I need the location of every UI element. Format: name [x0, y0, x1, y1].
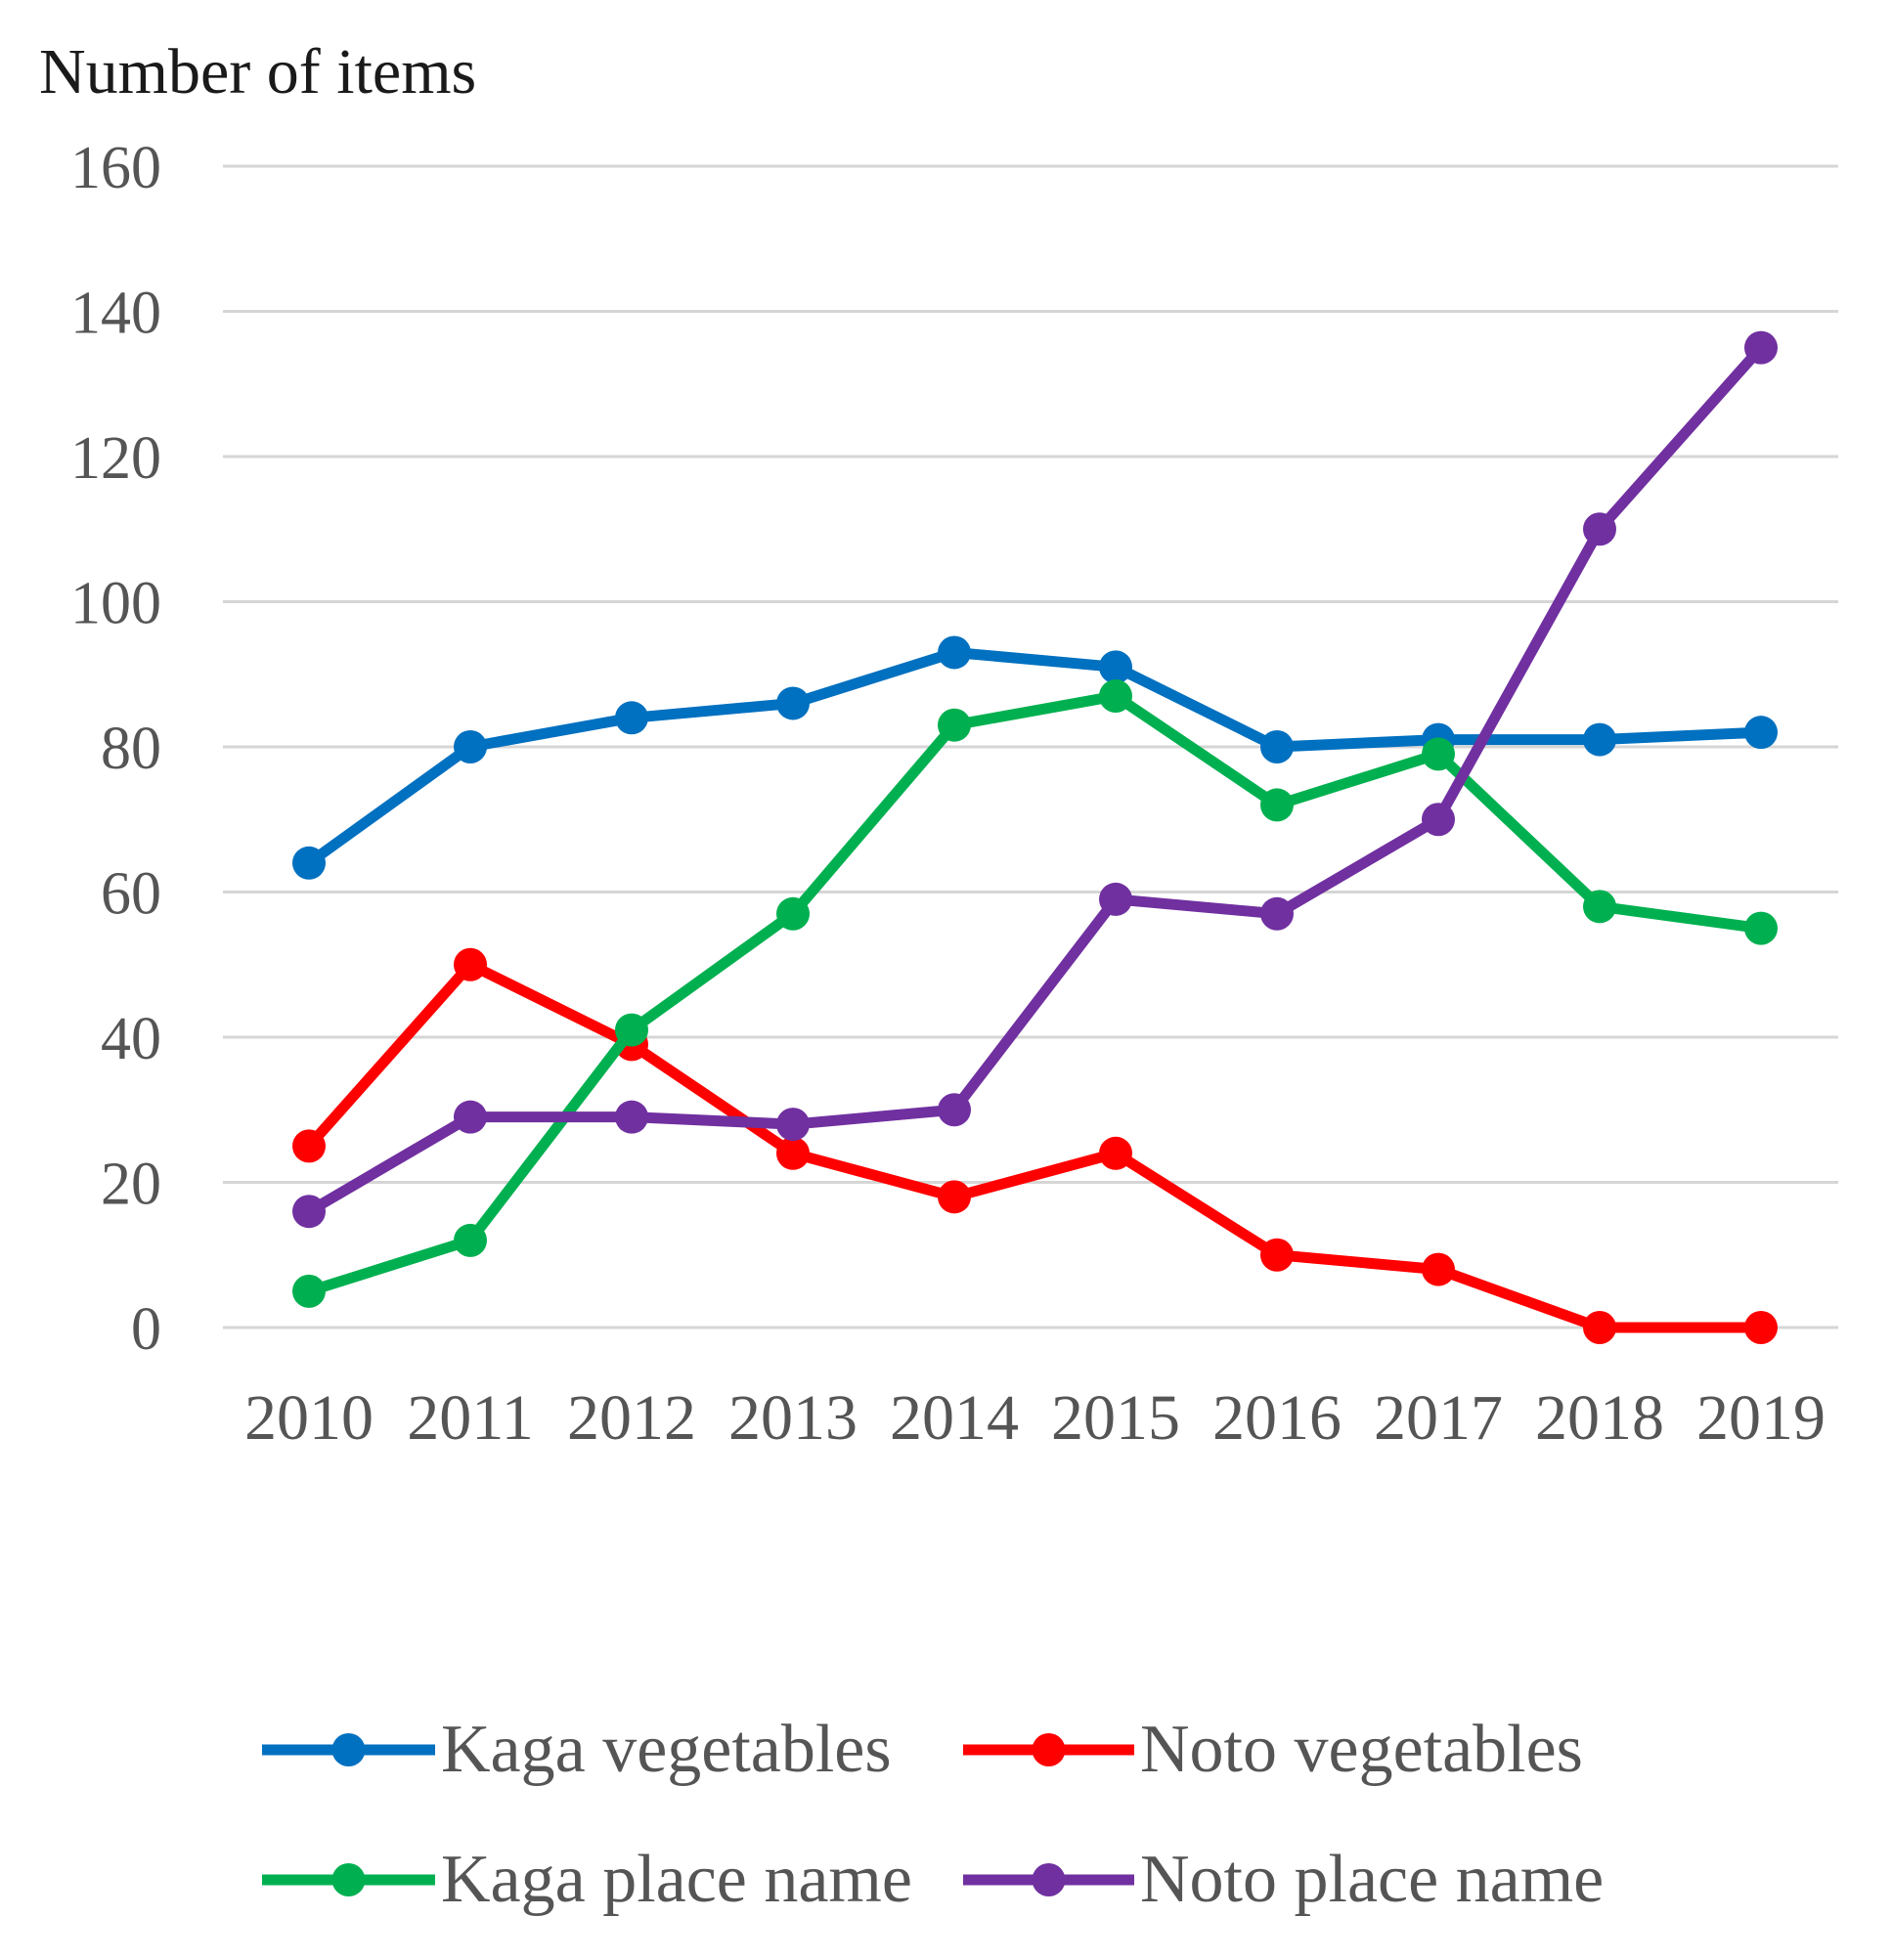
y-tick-label: 140	[70, 281, 161, 347]
data-point	[1099, 882, 1132, 916]
data-point	[938, 635, 971, 670]
legend-label: Noto place name	[1140, 1842, 1604, 1917]
data-point	[1422, 803, 1455, 837]
data-point	[615, 1013, 648, 1047]
data-point	[292, 1129, 326, 1163]
data-point	[292, 1195, 326, 1229]
legend-marker	[331, 1863, 366, 1896]
data-point	[292, 1274, 326, 1308]
data-point	[776, 1136, 810, 1170]
y-axis-label: Number of items	[39, 36, 476, 108]
y-tick-label: 160	[70, 135, 161, 201]
data-point	[615, 1100, 648, 1134]
series-kaga-place-name	[292, 679, 1778, 1308]
x-tick-label: 2015	[1051, 1382, 1180, 1454]
x-tick-label: 2017	[1374, 1382, 1503, 1454]
x-tick-label: 2016	[1212, 1382, 1342, 1454]
series-line	[303, 342, 1767, 1217]
series-lines	[292, 330, 1778, 1344]
y-axis-ticks: 0 20 40 60 80 100 120 140 160	[70, 135, 161, 1363]
x-tick-label: 2011	[407, 1382, 534, 1454]
y-tick-label: 40	[101, 1006, 161, 1072]
data-point	[454, 1223, 487, 1257]
data-point	[776, 896, 810, 931]
series-line	[303, 959, 1767, 1333]
legend-label: Kaga place name	[441, 1842, 912, 1917]
data-point	[1583, 722, 1616, 757]
data-point	[1583, 890, 1616, 924]
x-tick-label: 2018	[1535, 1382, 1664, 1454]
legend-label: Kaga vegetables	[441, 1712, 892, 1787]
legend: Kaga vegetables Noto vegetables Kaga place…	[262, 1712, 1604, 1917]
x-tick-label: 2010	[244, 1382, 374, 1454]
data-point	[938, 1093, 971, 1127]
data-point	[1422, 737, 1455, 771]
y-tick-label: 120	[70, 425, 161, 492]
legend-item: Noto vegetables	[963, 1712, 1583, 1787]
data-point	[1099, 679, 1132, 714]
series-line	[303, 646, 1767, 869]
data-point	[1099, 650, 1132, 684]
data-point	[1422, 1252, 1455, 1286]
data-point	[776, 1108, 810, 1142]
x-tick-label: 2013	[728, 1382, 858, 1454]
series-noto-place-name	[292, 330, 1778, 1229]
data-point	[1099, 1136, 1132, 1170]
data-point	[1744, 716, 1778, 750]
data-point	[1583, 1311, 1616, 1344]
x-tick-label: 2019	[1696, 1382, 1826, 1454]
data-point	[1744, 1311, 1778, 1344]
data-point	[1744, 911, 1778, 945]
data-point	[615, 701, 648, 735]
x-tick-label: 2014	[890, 1382, 1019, 1454]
legend-item: Noto place name	[963, 1842, 1604, 1917]
legend-marker	[331, 1733, 366, 1766]
data-point	[1260, 730, 1294, 763]
y-tick-label: 100	[70, 571, 161, 637]
legend-marker	[1032, 1863, 1066, 1896]
data-point	[938, 708, 971, 742]
legend-marker	[1032, 1733, 1066, 1766]
legend-item: Kaga vegetables	[262, 1712, 892, 1787]
data-point	[1744, 330, 1778, 365]
data-point	[1260, 788, 1294, 822]
data-point	[454, 730, 487, 763]
series-line	[303, 690, 1767, 1297]
y-tick-label: 60	[101, 861, 161, 928]
y-tick-label: 80	[101, 716, 161, 782]
legend-item: Kaga place name	[262, 1842, 912, 1917]
data-point	[454, 947, 487, 981]
data-point	[1260, 896, 1294, 931]
data-point	[292, 846, 326, 880]
data-point	[1260, 1238, 1294, 1272]
series-kaga-vegetables	[292, 635, 1778, 880]
data-point	[776, 686, 810, 720]
y-tick-label: 0	[131, 1296, 161, 1363]
data-point	[938, 1180, 971, 1214]
x-axis-ticks: 2010 2011 2012 2013 2014 2015 2016 2017 2018 2019	[244, 1382, 1826, 1454]
x-tick-label: 2012	[567, 1382, 696, 1454]
legend-label: Noto vegetables	[1140, 1712, 1583, 1787]
data-point	[1583, 512, 1616, 546]
series-noto-vegetables	[292, 947, 1778, 1344]
data-point	[454, 1100, 487, 1134]
y-tick-label: 20	[101, 1152, 161, 1218]
